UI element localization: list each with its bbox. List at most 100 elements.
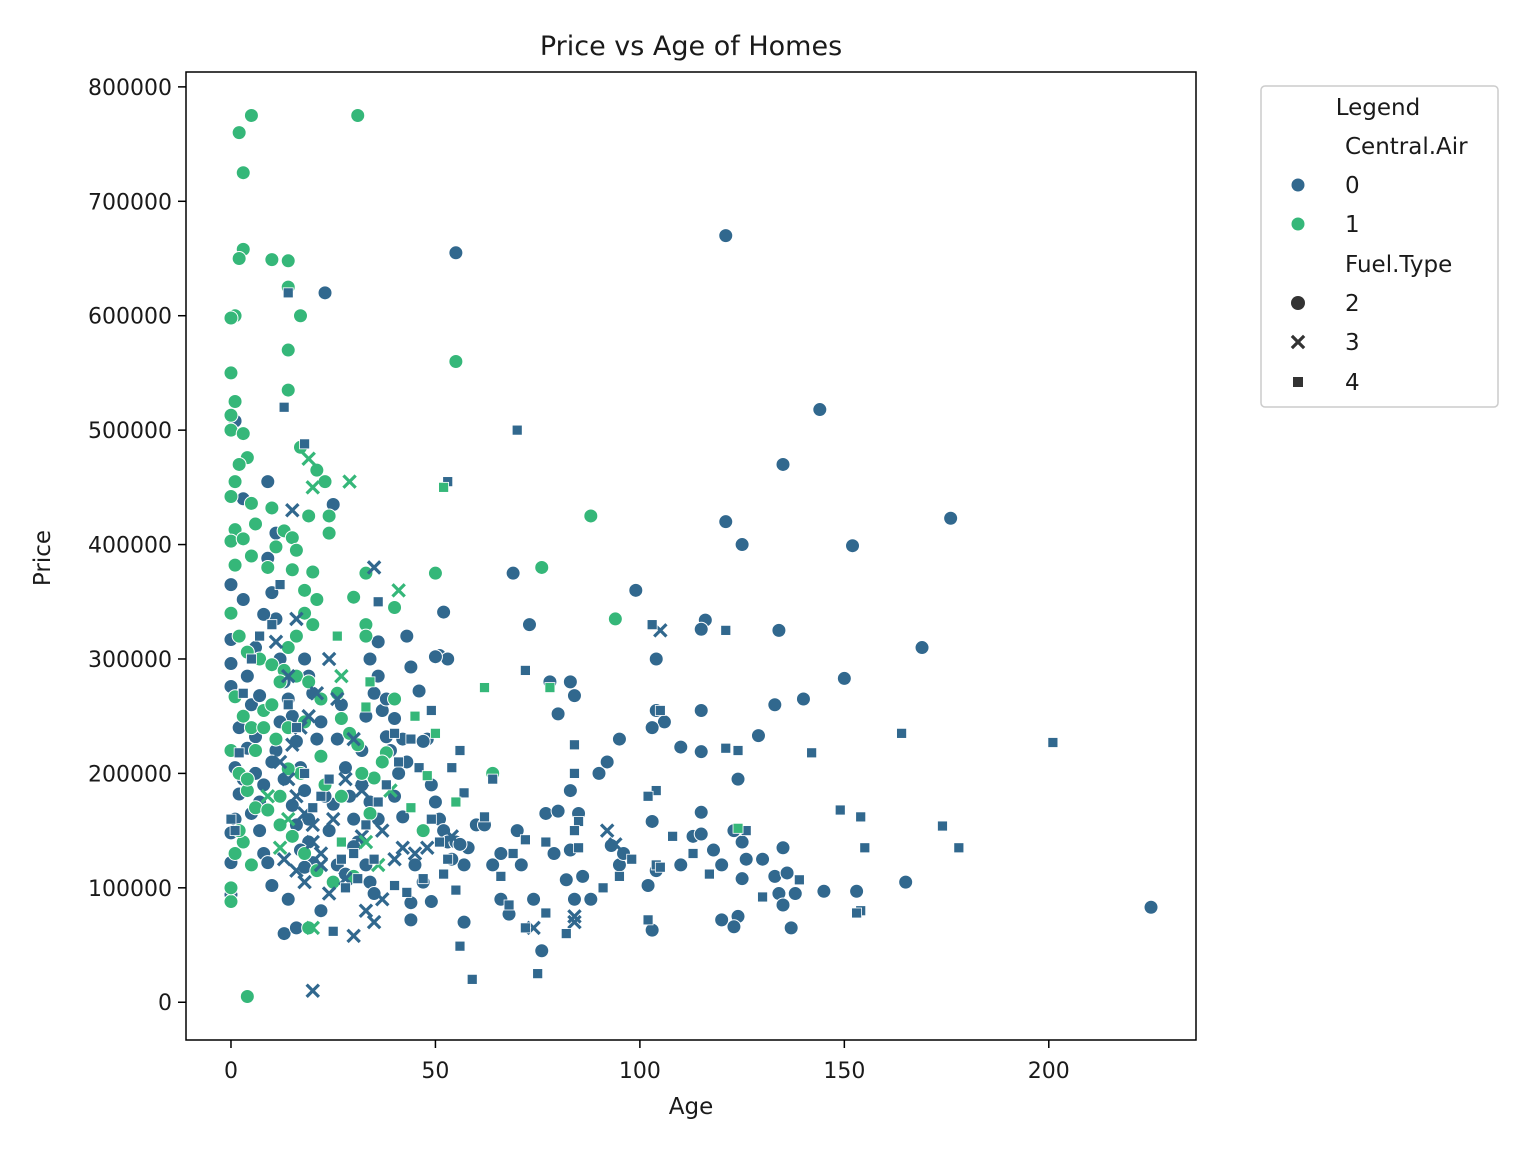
point-central-air-0-fuel-2 bbox=[767, 868, 783, 884]
point-central-air-1-fuel-2 bbox=[415, 823, 431, 839]
point-central-air-1-fuel-2 bbox=[358, 628, 374, 644]
point-central-air-1-fuel-2 bbox=[280, 253, 296, 269]
point-central-air-1-fuel-2 bbox=[309, 591, 325, 607]
point-central-air-1-fuel-2 bbox=[243, 107, 259, 123]
point-central-air-0-fuel-2 bbox=[693, 744, 709, 760]
point-central-air-0-fuel-4 bbox=[487, 773, 499, 785]
point-central-air-1-fuel-2 bbox=[231, 628, 247, 644]
point-central-air-0-fuel-4 bbox=[953, 842, 965, 854]
point-central-air-1-fuel-3 bbox=[305, 480, 321, 495]
point-central-air-0-fuel-4 bbox=[806, 747, 818, 759]
point-central-air-0-fuel-4 bbox=[291, 722, 302, 734]
point-central-air-1-fuel-2 bbox=[534, 559, 550, 575]
point-central-air-1-fuel-2 bbox=[387, 691, 403, 707]
point-central-air-1-fuel-2 bbox=[243, 495, 259, 511]
point-central-air-0-fuel-4 bbox=[360, 819, 372, 831]
point-central-air-1-fuel-3 bbox=[391, 583, 406, 598]
point-central-air-0-fuel-3 bbox=[567, 914, 582, 930]
point-central-air-1-fuel-2 bbox=[260, 802, 276, 818]
point-central-air-1-fuel-2 bbox=[313, 748, 329, 764]
point-central-air-1-fuel-2 bbox=[264, 252, 280, 268]
point-central-air-1-fuel-2 bbox=[264, 500, 280, 516]
point-central-air-0-fuel-3 bbox=[297, 874, 312, 890]
legend-marker-fuel-type-2 bbox=[1291, 296, 1305, 310]
point-central-air-0-fuel-4 bbox=[372, 596, 384, 608]
point-central-air-0-fuel-2 bbox=[550, 706, 566, 722]
point-central-air-1-fuel-3 bbox=[260, 789, 276, 804]
point-central-air-0-fuel-4 bbox=[855, 811, 867, 823]
point-central-air-0-fuel-2 bbox=[644, 720, 660, 736]
point-central-air-0-fuel-4 bbox=[413, 762, 425, 774]
point-central-air-0-fuel-4 bbox=[834, 804, 846, 816]
legend-label-central-air-1: 1 bbox=[1345, 212, 1360, 238]
point-central-air-0-fuel-2 bbox=[566, 891, 582, 907]
point-central-air-1-fuel-2 bbox=[272, 817, 288, 833]
point-central-air-0-fuel-2 bbox=[239, 668, 255, 684]
point-central-air-1-fuel-2 bbox=[305, 564, 321, 580]
point-central-air-0-fuel-2 bbox=[943, 510, 959, 526]
point-central-air-0-fuel-2 bbox=[599, 754, 615, 770]
point-central-air-0-fuel-2 bbox=[566, 688, 582, 704]
point-central-air-0-fuel-4 bbox=[519, 665, 531, 676]
point-central-air-0-fuel-2 bbox=[591, 765, 607, 781]
point-central-air-0-fuel-4 bbox=[434, 836, 445, 848]
point-central-air-0-fuel-4 bbox=[614, 870, 625, 882]
point-central-air-0-fuel-4 bbox=[757, 891, 768, 903]
point-central-air-1-fuel-2 bbox=[235, 708, 251, 724]
point-central-air-0-fuel-3 bbox=[305, 983, 321, 999]
point-central-air-0-fuel-2 bbox=[407, 857, 423, 873]
point-central-air-1-fuel-2 bbox=[268, 539, 284, 555]
point-central-air-0-fuel-2 bbox=[546, 845, 562, 861]
point-central-air-0-fuel-2 bbox=[738, 851, 754, 867]
point-central-air-0-fuel-2 bbox=[440, 651, 456, 667]
point-central-air-1-fuel-2 bbox=[301, 508, 317, 524]
point-central-air-0-fuel-3 bbox=[301, 708, 316, 724]
point-central-air-0-fuel-2 bbox=[734, 537, 750, 553]
point-central-air-0-fuel-2 bbox=[755, 851, 771, 867]
point-central-air-0-fuel-3 bbox=[305, 817, 321, 833]
point-central-air-0-fuel-2 bbox=[771, 622, 787, 638]
point-central-air-1-fuel-2 bbox=[223, 489, 239, 505]
point-central-air-1-fuel-2 bbox=[325, 874, 341, 890]
point-central-air-0-fuel-3 bbox=[419, 840, 435, 856]
point-central-air-0-fuel-4 bbox=[229, 825, 241, 837]
point-central-air-0-fuel-4 bbox=[335, 853, 347, 865]
point-central-air-1-fuel-2 bbox=[317, 474, 333, 490]
point-central-air-1-fuel-2 bbox=[288, 628, 304, 644]
y-tick-label: 0 bbox=[158, 991, 172, 1016]
x-tick-label: 0 bbox=[224, 1059, 238, 1084]
point-central-air-1-fuel-3 bbox=[342, 474, 357, 489]
point-central-air-0-fuel-2 bbox=[898, 874, 914, 890]
point-central-air-0-fuel-3 bbox=[321, 886, 337, 901]
point-central-air-1-fuel-4 bbox=[544, 682, 556, 693]
point-central-air-0-fuel-4 bbox=[597, 882, 609, 894]
point-central-air-0-fuel-2 bbox=[280, 891, 296, 907]
point-central-air-0-fuel-4 bbox=[246, 653, 257, 665]
point-central-air-0-fuel-4 bbox=[519, 834, 531, 846]
point-central-air-1-fuel-2 bbox=[243, 857, 259, 873]
point-central-air-0-fuel-4 bbox=[466, 973, 478, 985]
point-central-air-1-fuel-2 bbox=[350, 107, 366, 123]
point-central-air-1-fuel-4 bbox=[450, 796, 462, 808]
point-central-air-0-fuel-2 bbox=[734, 834, 750, 850]
point-central-air-1-fuel-2 bbox=[297, 845, 313, 861]
point-central-air-0-fuel-4 bbox=[307, 802, 319, 814]
point-central-air-0-fuel-2 bbox=[436, 604, 452, 620]
point-central-air-1-fuel-2 bbox=[427, 565, 443, 581]
point-central-air-0-fuel-2 bbox=[423, 894, 439, 910]
point-central-air-1-fuel-2 bbox=[448, 353, 464, 369]
point-central-air-0-fuel-2 bbox=[775, 840, 791, 856]
point-central-air-0-fuel-4 bbox=[687, 848, 699, 859]
point-central-air-0-fuel-4 bbox=[315, 790, 327, 802]
point-central-air-0-fuel-2 bbox=[714, 857, 730, 873]
point-central-air-0-fuel-2 bbox=[395, 809, 411, 825]
point-central-air-1-fuel-2 bbox=[374, 754, 390, 770]
point-central-air-0-fuel-4 bbox=[278, 401, 290, 413]
point-central-air-1-fuel-2 bbox=[297, 582, 313, 598]
point-central-air-0-fuel-2 bbox=[558, 872, 574, 888]
point-central-air-0-fuel-3 bbox=[354, 783, 370, 798]
point-central-air-0-fuel-2 bbox=[403, 659, 419, 675]
point-central-air-0-fuel-4 bbox=[569, 739, 580, 751]
point-central-air-0-fuel-2 bbox=[775, 456, 791, 472]
point-central-air-0-fuel-3 bbox=[276, 851, 292, 867]
